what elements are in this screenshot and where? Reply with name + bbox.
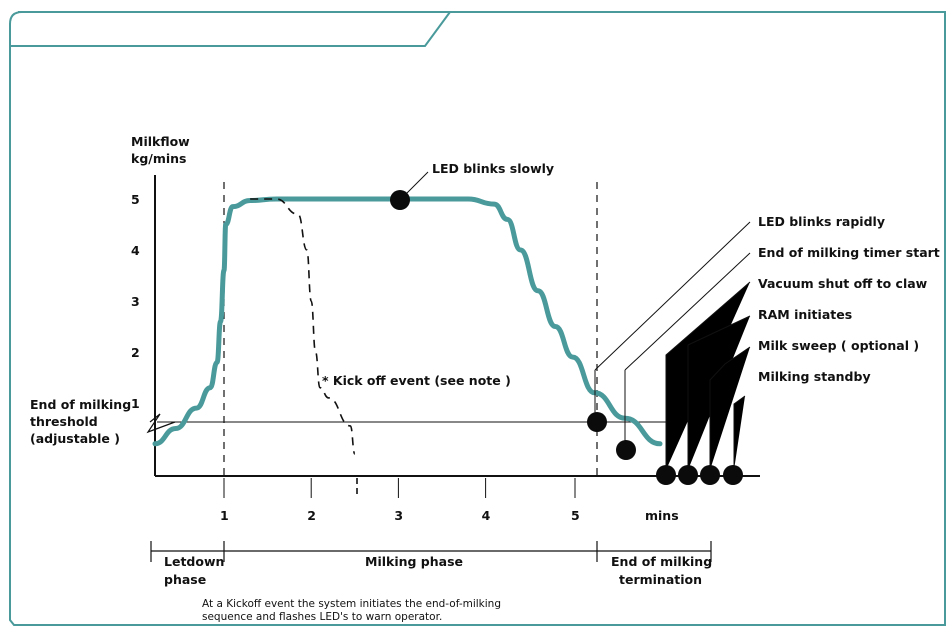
callout-vacuum-shutoff: Vacuum shut off to claw <box>758 276 928 291</box>
event-marker <box>656 465 676 485</box>
callout-timer-start: End of milking timer start <box>758 245 940 260</box>
frame-top-left <box>9 11 23 46</box>
kickoff-label: * Kick off event (see note ) <box>322 373 511 388</box>
x-tick-labels: 1 2 3 4 5 <box>220 478 580 523</box>
event-marker <box>678 465 698 485</box>
footnote-line-2: sequence and flashes LED's to warn opera… <box>202 611 442 623</box>
event-marker <box>700 465 720 485</box>
event-marker <box>723 465 743 485</box>
phase-termination-2: termination <box>619 572 702 587</box>
kickoff-curve <box>250 198 356 455</box>
phase-letdown-2: phase <box>164 572 206 587</box>
callout-ram-initiates: RAM initiates <box>758 307 852 322</box>
callout-milking-standby: Milking standby <box>758 369 871 384</box>
callout-led-rapid: LED blinks rapidly <box>758 214 885 229</box>
x-tick-label: 2 <box>307 508 316 523</box>
threshold-break-mark <box>146 413 176 434</box>
led-slow-label: LED blinks slowly <box>432 161 554 176</box>
threshold-label-3: (adjustable ) <box>30 431 120 446</box>
y-tick-labels: 1 2 3 4 5 <box>131 192 140 411</box>
y-tick-label: 2 <box>131 345 140 360</box>
y-tick-label: 3 <box>131 294 140 309</box>
event-marker <box>616 440 636 460</box>
y-tick-label: 5 <box>131 192 140 207</box>
callout-lines <box>399 171 751 470</box>
threshold-label-1: End of milking <box>30 397 131 412</box>
x-tick-label: 5 <box>571 508 580 523</box>
milkflow-curve <box>152 196 663 447</box>
y-axis-unit: kg/mins <box>131 151 186 166</box>
y-tick-label: 4 <box>131 243 140 258</box>
phase-bar <box>150 541 712 562</box>
callout-milk-sweep: Milk sweep ( optional ) <box>758 338 919 353</box>
y-axis-title: Milkflow <box>131 134 190 149</box>
x-tick-label: 1 <box>220 508 229 523</box>
event-markers <box>390 190 743 485</box>
phase-letdown-1: Letdown <box>164 554 224 569</box>
y-tick-label: 1 <box>131 396 140 411</box>
threshold-label-2: threshold <box>30 414 98 429</box>
x-tick-label: 4 <box>482 508 491 523</box>
footnote-line-1: At a Kickoff event the system initiates … <box>202 598 501 610</box>
event-marker <box>390 190 410 210</box>
event-marker <box>587 412 607 432</box>
x-tick-label: 3 <box>394 508 403 523</box>
phase-milking: Milking phase <box>365 554 463 569</box>
x-axis-unit: mins <box>645 508 679 523</box>
phase-termination-1: End of milking <box>611 554 712 569</box>
